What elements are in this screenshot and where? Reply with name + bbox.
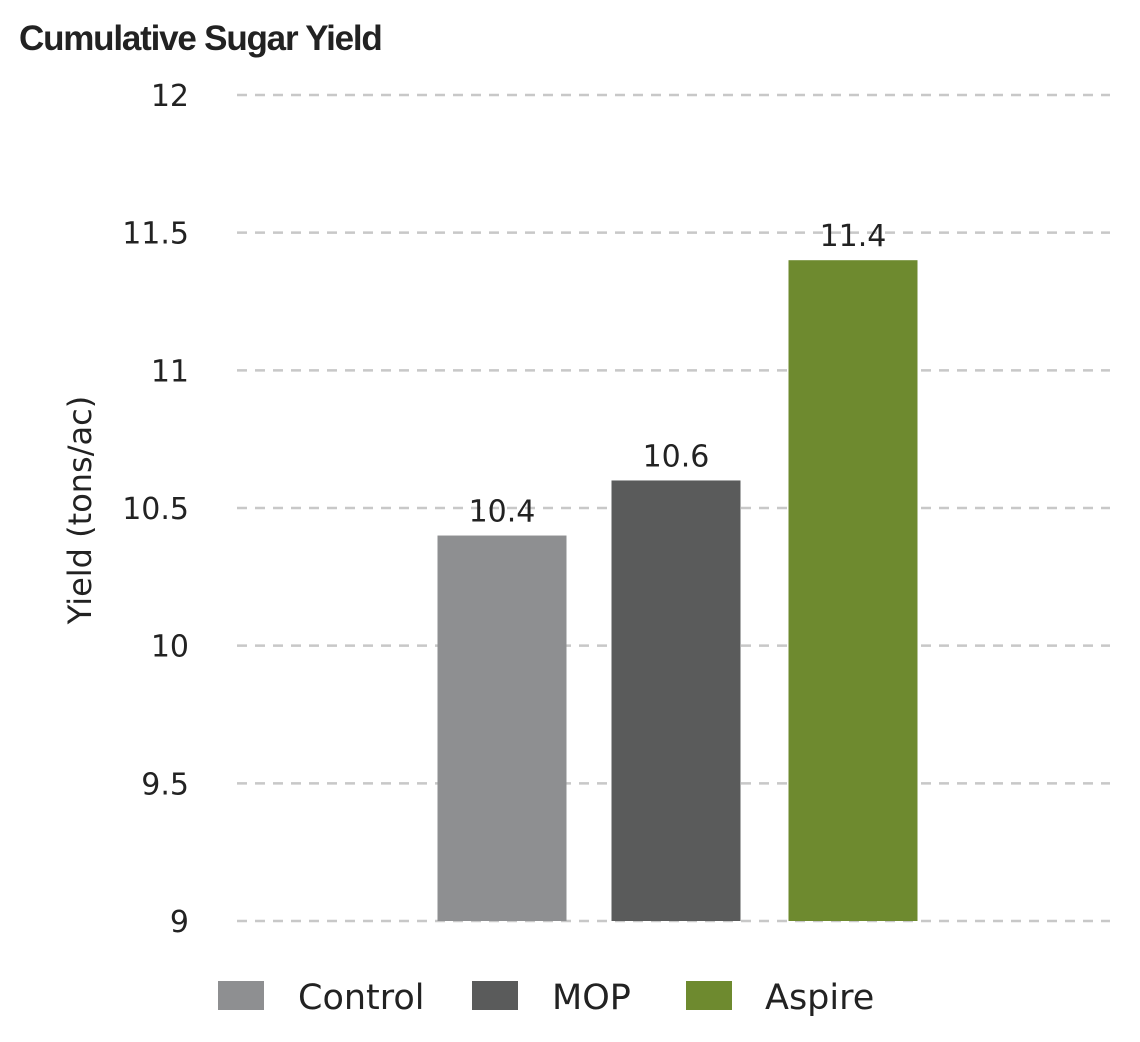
y-tick-label: 9.5 <box>141 767 189 802</box>
y-tick-label: 10.5 <box>122 492 189 527</box>
chart-title: Cumulative Sugar Yield <box>19 19 382 58</box>
legend-label-mop: MOP <box>552 978 631 1018</box>
data-labels: 10.4 10.6 11.4 <box>469 219 887 529</box>
legend-label-control: Control <box>298 978 425 1018</box>
bar-control <box>437 535 567 921</box>
y-tick-label: 9 <box>170 905 189 940</box>
legend-swatch-control <box>218 981 264 1010</box>
y-tick-label: 11.5 <box>122 217 189 252</box>
legend-swatch-aspire <box>686 981 732 1010</box>
bar-mop <box>611 480 741 921</box>
legend-label-aspire: Aspire <box>765 978 874 1018</box>
data-label-mop: 10.6 <box>643 439 710 474</box>
y-tick-label: 12 <box>151 79 189 114</box>
legend: Control MOP Aspire <box>218 978 874 1018</box>
data-label-aspire: 11.4 <box>820 219 887 254</box>
y-tick-label: 10 <box>151 630 189 665</box>
y-axis-ticks: 12 11.5 11 10.5 10 9.5 9 <box>122 79 189 940</box>
data-label-control: 10.4 <box>469 495 536 530</box>
legend-swatch-mop <box>472 981 518 1010</box>
y-tick-label: 11 <box>151 354 189 389</box>
y-axis-label: Yield (tons/ac) <box>61 396 99 625</box>
bar-aspire <box>788 260 918 921</box>
bars <box>437 260 918 921</box>
